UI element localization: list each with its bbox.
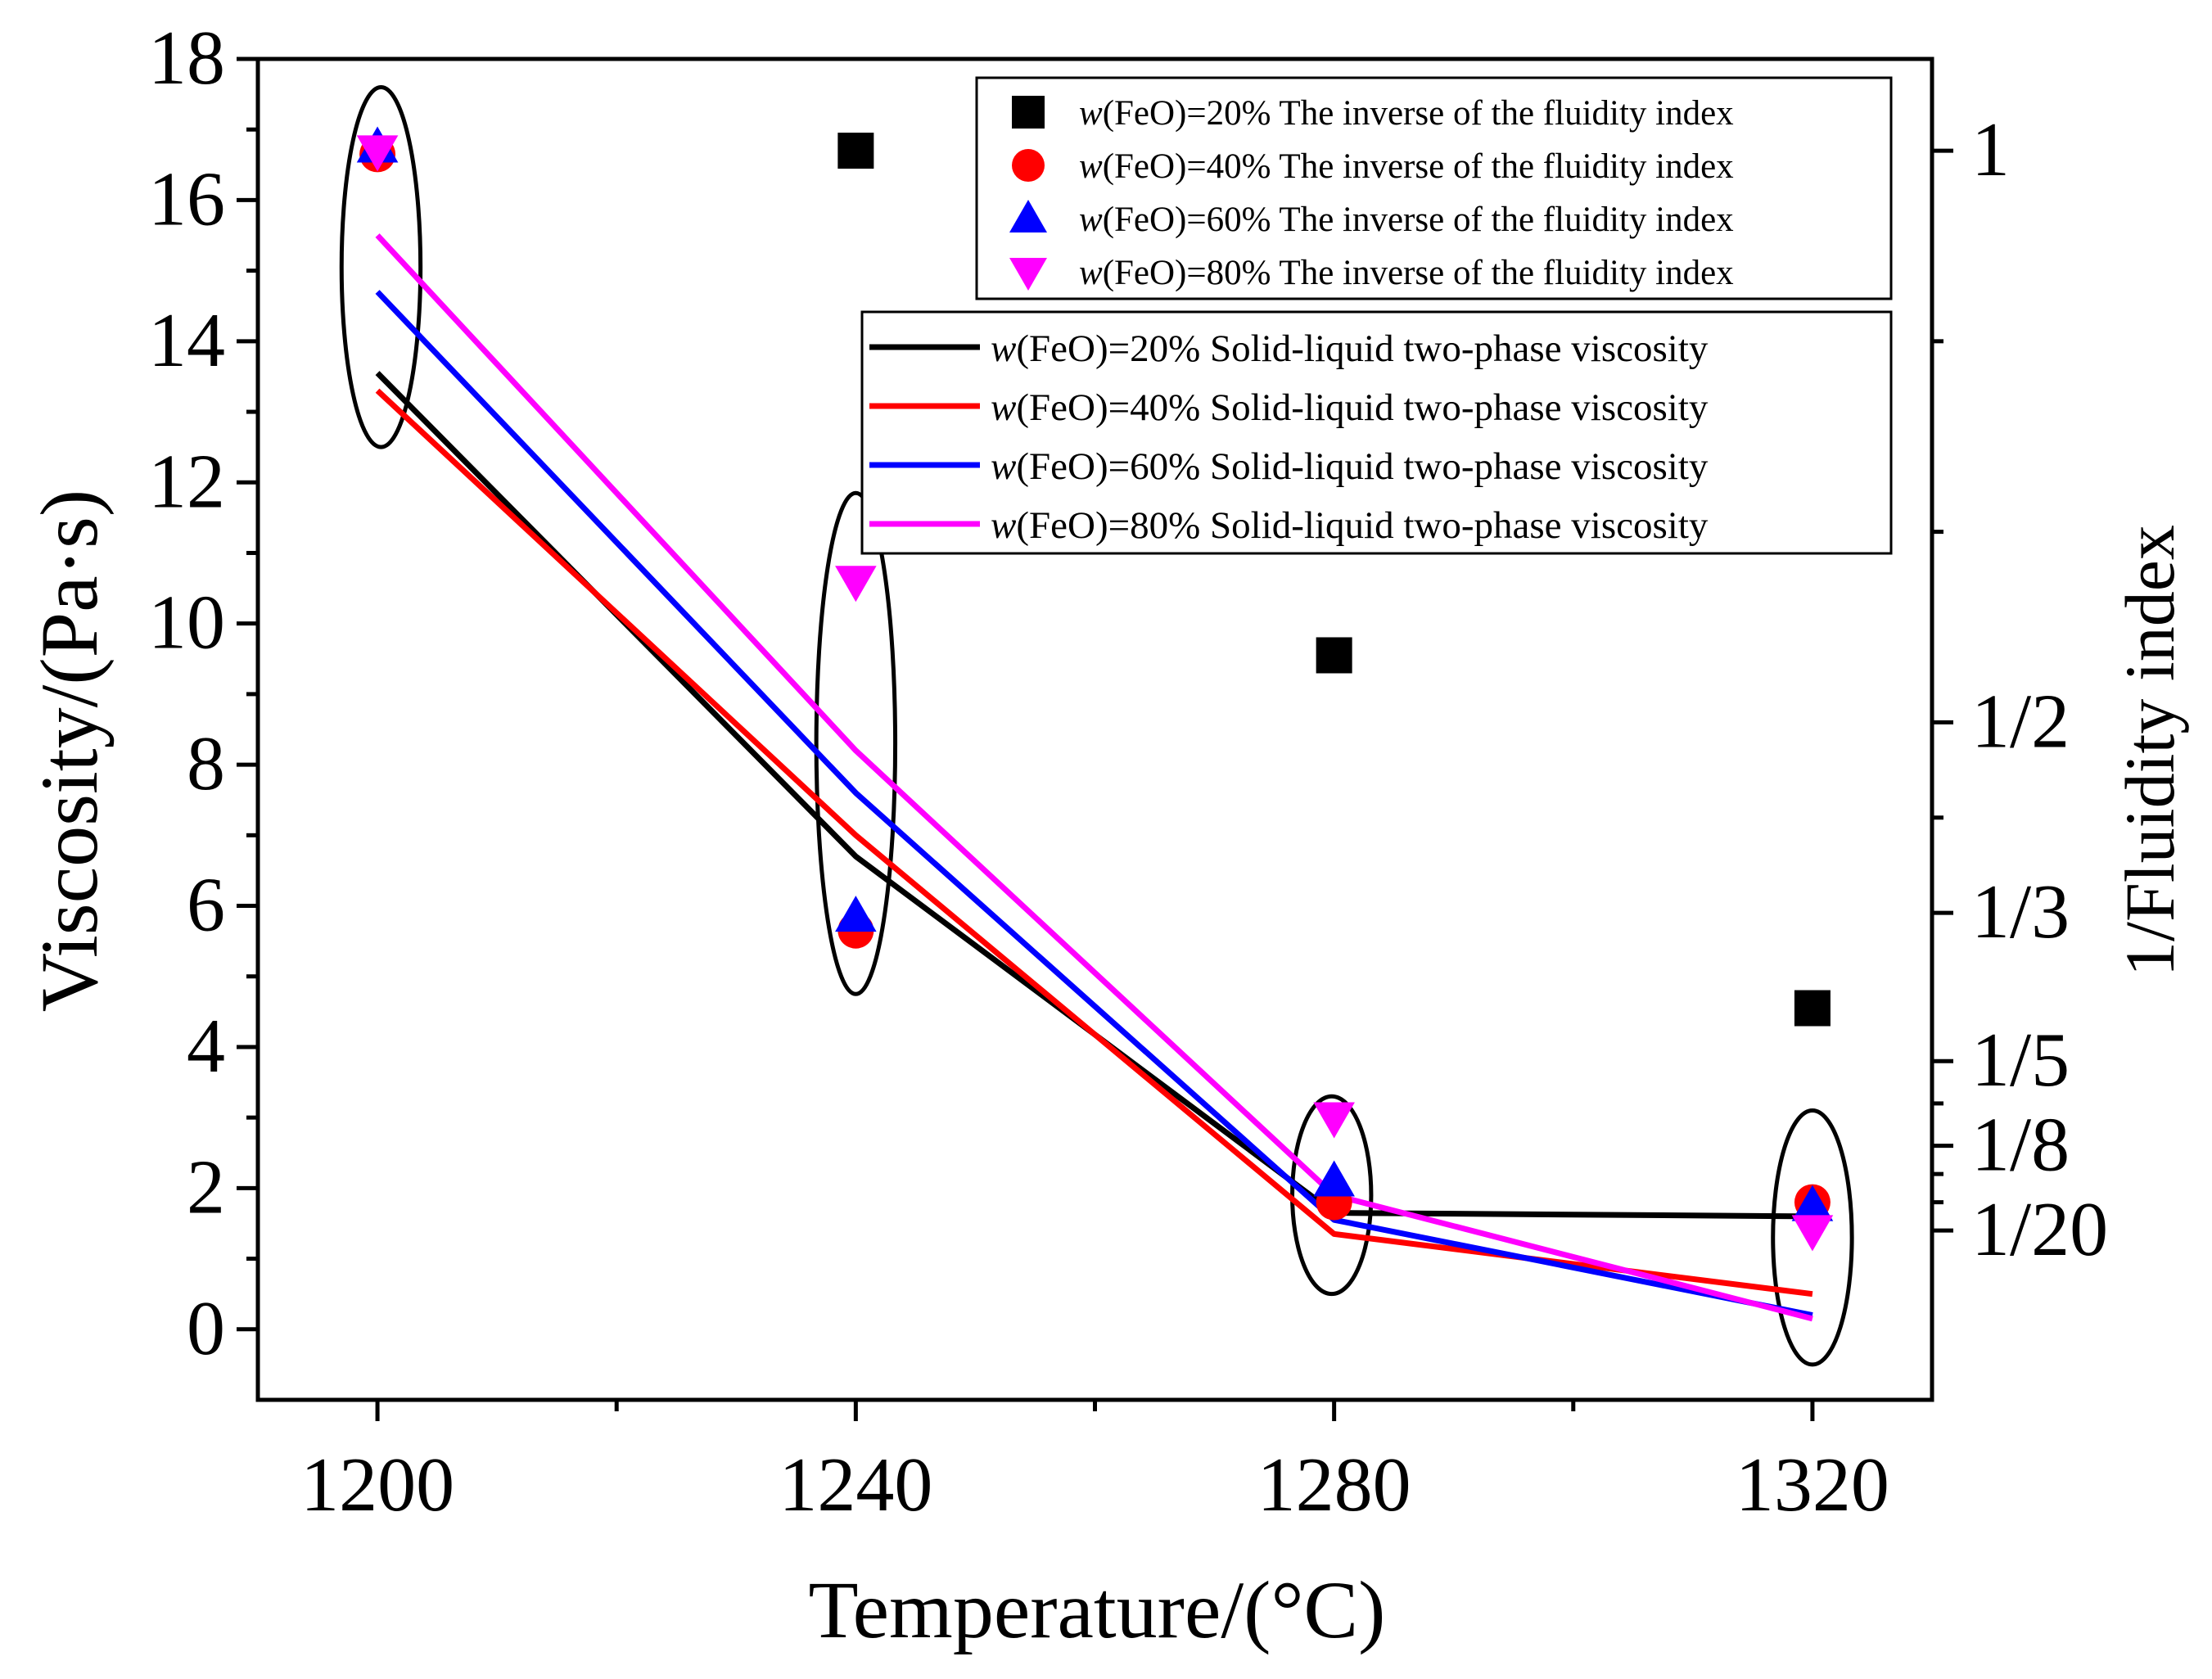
line-series-3: [375, 290, 1813, 1318]
line-series-group: [375, 233, 1813, 1322]
scatter-3-point-3: [1313, 1160, 1355, 1197]
scatter-3-point-4: [1791, 1185, 1834, 1221]
right-tick-label-5: 1/8: [1971, 1103, 2070, 1188]
scatter-4-point-2: [835, 566, 877, 603]
legend-scatter-label-1: w(FeO)=20% The inverse of the fluidity i…: [1079, 94, 1734, 133]
x-tick-label-1320: 1320: [1736, 1442, 1889, 1528]
y-tick-label-6: 6: [187, 863, 225, 948]
axes-group: 1200 1240 1280 1320 0 2 4 6 8 10 12 14 16 18 1 1/2 1/3 1/…: [148, 16, 2108, 1528]
y-tick-label-8: 8: [187, 721, 225, 806]
y-tick-label-2: 2: [187, 1144, 225, 1230]
annotation-ellipse-4: [1771, 1108, 1854, 1367]
legend-scatter-label-2: w(FeO)=40% The inverse of the fluidity i…: [1079, 147, 1734, 186]
y-tick-label-12: 12: [148, 439, 225, 524]
legend-line-label-2: w(FeO)=40% Solid-liquid two-phase viscos…: [991, 386, 1709, 429]
legend-lines: w(FeO)=20% Solid-liquid two-phase viscos…: [860, 310, 1893, 555]
x-tick-label-1240: 1240: [779, 1442, 932, 1528]
y-tick-label-4: 4: [187, 1004, 225, 1089]
y-tick-label-16: 16: [148, 156, 225, 241]
legend-scatter-marker-4: [1009, 258, 1047, 291]
right-tick-label-4: 1/5: [1971, 1018, 2070, 1103]
legend-scatter-label-3: w(FeO)=60% The inverse of the fluidity i…: [1079, 201, 1734, 239]
annotation-ellipses: [339, 84, 1854, 1367]
scatter-4-point-3: [1313, 1102, 1355, 1139]
legend-scatter: w(FeO)=20% The inverse of the fluidity i…: [975, 76, 1893, 300]
x-axis-title: Temperature/(°C): [809, 1564, 1386, 1655]
scatter-4-point-1: [356, 135, 399, 172]
right-tick-label-6: 1/20: [1971, 1187, 2108, 1272]
legend-line-label-4: w(FeO)=80% Solid-liquid two-phase viscos…: [991, 504, 1709, 547]
y-tick-label-14: 14: [148, 298, 225, 383]
right-tick-label-2: 1/2: [1971, 679, 2070, 764]
legend-line-label-3: w(FeO)=60% Solid-liquid two-phase viscos…: [991, 445, 1709, 488]
annotation-ellipse-1: [339, 84, 423, 449]
y-tick-label-18: 18: [148, 16, 225, 101]
legend-line-label-1: w(FeO)=20% Solid-liquid two-phase viscos…: [991, 327, 1709, 370]
scatter-1-point-2: [1316, 637, 1352, 674]
x-tick-label-1280: 1280: [1257, 1442, 1411, 1528]
line-series-4: [375, 233, 1813, 1322]
scatter-3-point-2: [835, 896, 877, 932]
scatter-4-point-4: [1791, 1215, 1834, 1252]
scatter-series-group: [356, 126, 1834, 1252]
legend-lines-box: [860, 310, 1893, 555]
y-tick-label-10: 10: [148, 580, 225, 666]
y-tick-label-0: 0: [187, 1286, 225, 1371]
right-tick-label-3: 1/3: [1971, 869, 2070, 955]
legend-scatter-marker-2: [1012, 149, 1045, 182]
annotation-ellipse-3: [1290, 1094, 1374, 1297]
scatter-1-point-3: [1794, 990, 1831, 1027]
line-series-2: [375, 388, 1813, 1298]
legend-scatter-marker-3: [1009, 200, 1047, 232]
legend-scatter-marker-1: [1012, 96, 1045, 129]
right-tick-label-1: 1: [1971, 107, 2010, 192]
legend-scatter-label-4: w(FeO)=80% The inverse of the fluidity i…: [1079, 254, 1734, 292]
legend-scatter-box: [975, 76, 1893, 300]
annotation-ellipse-2: [814, 490, 898, 996]
scatter-1-point-1: [837, 133, 874, 169]
x-tick-label-1200: 1200: [300, 1442, 454, 1528]
y-axis-title: Viscosity/(Pa·s): [24, 490, 115, 1012]
right-axis-title: 1/Fluidity index: [2110, 525, 2189, 977]
